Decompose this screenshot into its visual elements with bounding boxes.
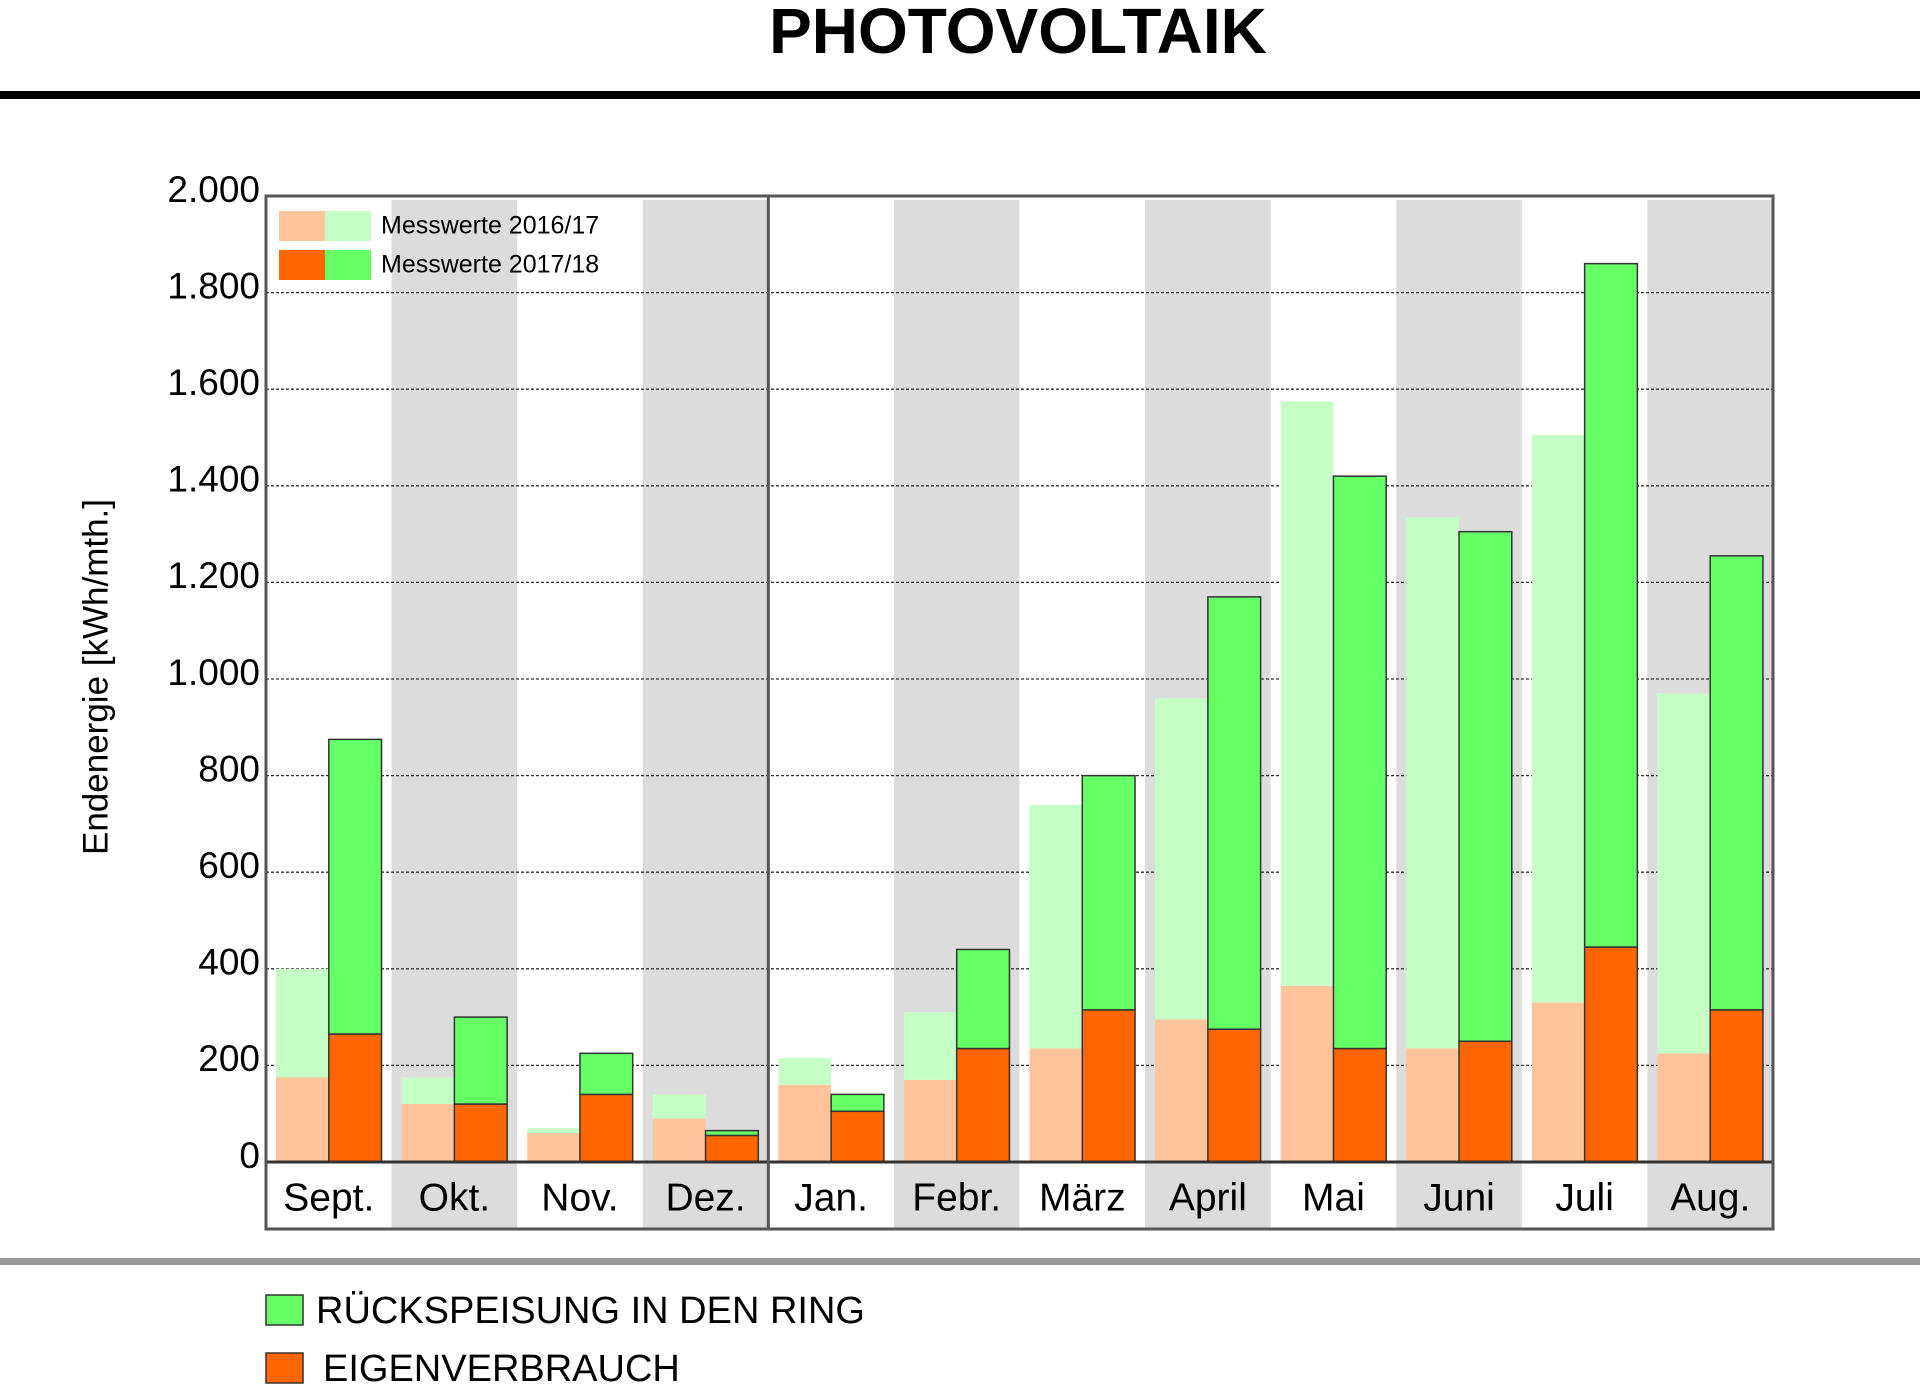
y-tick-label: 0: [239, 1135, 260, 1176]
y-tick-label: 800: [198, 748, 260, 789]
y-tick-label: 1.000: [167, 652, 260, 693]
x-tick-label: Juli: [1555, 1176, 1614, 1219]
y-tick-label: 400: [198, 942, 260, 983]
legend-swatch: [265, 1352, 304, 1384]
bar-segment: [1406, 1048, 1460, 1162]
chart-title: PHOTOVOLTAIK: [769, 0, 1267, 67]
bar-segment: [1155, 698, 1208, 1020]
legend-swatch: [325, 211, 371, 241]
legend-label: EIGENVERBRAUCH: [323, 1348, 680, 1390]
bar-segment: [401, 1077, 455, 1105]
x-tick-label: Juni: [1423, 1176, 1495, 1219]
bar-segment: [276, 1077, 329, 1162]
y-tick-label: 2.000: [167, 169, 260, 210]
legend-swatch: [279, 250, 325, 280]
bar-segment: [1081, 1009, 1136, 1163]
bar-segment: [1029, 804, 1083, 1049]
bar-segment: [1583, 946, 1639, 1163]
y-tick-label: 600: [198, 845, 260, 886]
bar-segment: [1155, 1019, 1208, 1162]
x-tick-label: März: [1039, 1176, 1126, 1219]
x-tick-label: Jan.: [794, 1176, 868, 1219]
band-shade: [642, 200, 769, 1229]
bar-segment: [955, 948, 1011, 1050]
bar-segment: [1657, 693, 1711, 1054]
y-tick-label: 1.800: [167, 265, 260, 306]
bar-segment: [1332, 475, 1387, 1050]
bar-segment: [704, 1134, 760, 1163]
bar-segment: [453, 1103, 508, 1163]
x-tick-label: Aug.: [1670, 1176, 1750, 1219]
legend-label: Messwerte 2017/18: [381, 251, 599, 279]
y-axis-label: Endenergie [kWh/mth.]: [76, 499, 115, 855]
bar-segment: [1458, 530, 1513, 1042]
bar-segment: [328, 1033, 383, 1163]
bar-segment: [1081, 774, 1136, 1011]
x-tick-label: Mai: [1302, 1176, 1365, 1219]
x-tick-label: Nov.: [541, 1176, 618, 1219]
legend-label: RÜCKSPEISUNG IN DEN RING: [316, 1290, 865, 1332]
bar-segment: [527, 1128, 580, 1134]
bar-segment: [579, 1052, 634, 1096]
bar-segment: [903, 1012, 957, 1080]
bar-segment: [955, 1047, 1011, 1163]
y-tick-label: 200: [198, 1038, 260, 1079]
bar-segment: [1657, 1053, 1711, 1162]
bar-segment: [1709, 1009, 1764, 1163]
bar-segment: [579, 1093, 634, 1163]
bar-segment: [276, 968, 329, 1078]
bar-segment: [1029, 1048, 1083, 1162]
y-tick-label: 1.400: [167, 459, 260, 500]
bar-segment: [1280, 985, 1334, 1162]
bar-segment: [1332, 1047, 1387, 1163]
bar-segment: [1406, 517, 1460, 1049]
bar-segment: [1709, 555, 1764, 1011]
y-tick-label: 1.200: [167, 555, 260, 596]
bar-segment: [401, 1104, 455, 1162]
bar-segment: [704, 1129, 760, 1137]
legend-swatch: [279, 211, 325, 241]
bar-segment: [830, 1110, 885, 1163]
bar-segment: [830, 1093, 885, 1113]
bar-segment: [328, 738, 383, 1035]
plot-frame: [264, 194, 1775, 1231]
x-tick-label: Febr.: [912, 1176, 1001, 1219]
bar-segment: [778, 1058, 832, 1085]
bar-segment: [1531, 435, 1585, 1003]
legend-swatch: [265, 1294, 304, 1326]
x-tick-label: Okt.: [419, 1176, 491, 1219]
x-tick-label: Sept.: [283, 1176, 374, 1219]
y-tick-label: 1.600: [167, 362, 260, 403]
bar-segment: [1207, 1028, 1262, 1163]
bar-segment: [778, 1084, 832, 1162]
legend-swatch: [325, 250, 371, 280]
x-tick-label: April: [1169, 1176, 1247, 1219]
legend-label: Messwerte 2016/17: [381, 212, 599, 240]
bar-segment: [453, 1016, 508, 1105]
bar-segment: [527, 1133, 580, 1162]
bar-segment: [1458, 1040, 1513, 1163]
title-rule: [0, 91, 1920, 99]
footer-rule: [0, 1258, 1920, 1265]
bar-segment: [903, 1079, 957, 1162]
x-tick-label: Dez.: [665, 1176, 745, 1219]
bar-segment: [1207, 596, 1262, 1030]
bar-segment: [1280, 401, 1334, 986]
bar-segment: [652, 1118, 706, 1162]
bar-segment: [652, 1094, 706, 1119]
bar-segment: [1583, 262, 1639, 948]
bar-segment: [1531, 1002, 1585, 1162]
